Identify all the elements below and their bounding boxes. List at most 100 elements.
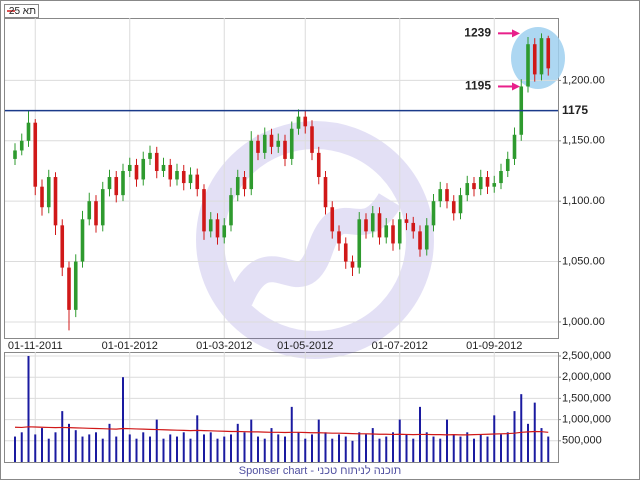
hline-label: 1175 [562,103,588,117]
candle-body [364,219,368,232]
volume-bar [250,419,253,462]
volume-bar [385,436,388,462]
volume-bar [122,377,124,462]
volume-bar [479,434,482,462]
volume-bar [547,436,550,462]
volume-bar [331,438,334,462]
candle-body [215,219,220,238]
volume-bar [196,415,199,462]
volume-bar [236,423,239,462]
candle-body [181,170,186,184]
volume-bar [506,432,509,462]
volume-bar [108,423,111,462]
volume-bar [142,432,145,462]
volume-bar [257,436,259,462]
candle-body [222,225,227,238]
volume-bar [324,432,327,462]
candle-body [289,128,294,159]
candle-body [100,189,105,226]
volume-bar [317,419,320,462]
candle-body [499,170,503,184]
volume-bar [520,394,523,462]
candle-body [262,134,267,153]
annotation: 1195 [465,79,491,93]
candle-body [330,207,335,232]
candle-body [121,170,125,196]
y-tick-label: 1,000.00 [562,316,605,328]
volume-panel [4,352,559,463]
volume-bar [446,419,448,462]
candle-body [424,225,429,250]
candle-body [391,225,395,244]
candle-body [296,116,301,129]
volume-bar [81,436,84,462]
volume-bar [500,434,502,462]
x-tick-label: 01-05-2012 [277,340,333,352]
candle-body [283,140,287,159]
volume-bar [297,432,300,462]
volume-bar [68,423,70,462]
candle-body [73,261,78,310]
y-tick-label: 2,000,000 [562,371,611,383]
candle-body [303,116,308,127]
candle-body [154,152,159,171]
volume-bar [398,419,401,462]
candle-body [323,177,328,208]
volume-bar [304,438,307,462]
y-tick-label: 1,500,000 [562,392,611,404]
volume-bar [47,438,50,462]
candle-body [411,222,416,232]
candle-body [357,219,362,268]
candle-body [370,213,375,232]
candle-body [310,126,314,153]
candle-body [134,164,139,180]
candle-body [458,195,463,214]
y-tick-label: 1,200.00 [562,74,605,86]
candle-body [472,183,476,190]
volume-bar [149,436,151,462]
volume-bar [223,436,226,462]
volume-bar [311,434,313,462]
candle-body [249,140,254,190]
volume-bar [412,438,415,462]
candle-body [532,44,537,75]
volume-bar [290,406,293,462]
candle-body [175,170,179,180]
annotation-arrowhead [512,82,520,91]
volume-bar [169,434,172,462]
volume-bar [263,438,266,462]
volume-bar [513,411,516,462]
candle-body [127,164,132,171]
highlight-circle [511,27,565,89]
volume-average [14,426,549,436]
candle-body [26,122,31,141]
y-tick-label: 1,150.00 [562,135,605,147]
volume-bar [371,428,374,462]
y-tick-label: 2,500,000 [562,350,611,362]
volume-bar [216,438,219,462]
candle-body [148,152,152,159]
candle-body [337,231,341,244]
candle-body [235,177,240,196]
candle-body [256,140,260,153]
candle-body [343,243,348,262]
candle-body [438,189,443,202]
x-tick-label: 01-09-2012 [466,340,522,352]
candle-body [19,140,24,151]
candle-body [161,164,166,171]
volume-bar [270,428,273,462]
candle-body [377,213,382,238]
volume-bar [432,436,435,462]
legend-box [4,4,39,18]
volume-bar [439,438,442,462]
volume-bar [358,432,361,462]
volume-bar [209,432,212,462]
candle-body [114,177,119,196]
y-tick-label: 500,000 [562,435,602,447]
volume-bar [54,432,57,462]
x-tick-label: 01-03-2012 [196,340,252,352]
volume-bar [405,434,408,462]
volume-bar [182,432,185,462]
candle-body [512,134,517,159]
annotation-arrowhead [512,29,520,38]
